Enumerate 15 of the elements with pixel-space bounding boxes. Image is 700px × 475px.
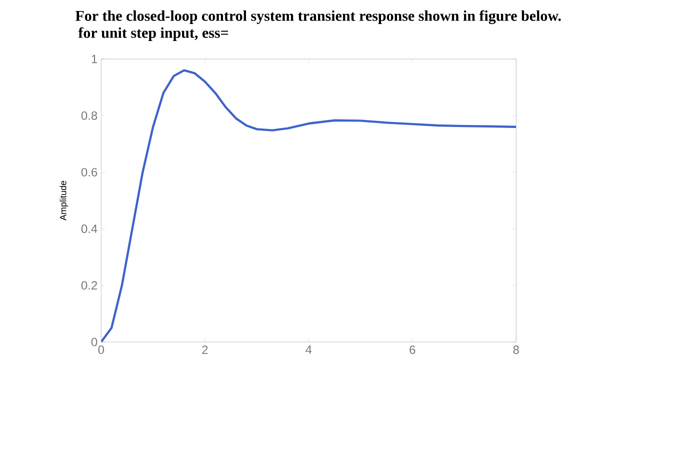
y-tick-label: 1 xyxy=(92,54,98,64)
y-tick-label: 0.4 xyxy=(81,224,98,234)
y-tick-label: 0.2 xyxy=(81,281,98,290)
y-tick-label: 0.8 xyxy=(81,111,98,120)
x-tick-label: 4 xyxy=(306,346,312,354)
y-tick-label: 0 xyxy=(91,338,98,346)
x-tick-label: 0 xyxy=(98,346,104,354)
line-series xyxy=(101,69,516,342)
chart-subtitle: for unit step input, ess= xyxy=(78,27,228,41)
chart-title: For the closed-loop control system transient response shown in figure below. xyxy=(75,10,561,24)
y-axis-title: Amplitude xyxy=(60,180,68,220)
y-tick-label: 0.6 xyxy=(81,168,98,176)
x-tick-label: 2 xyxy=(202,346,208,354)
x-tick-label: 8 xyxy=(513,346,519,354)
x-tick-label: 6 xyxy=(410,346,416,354)
